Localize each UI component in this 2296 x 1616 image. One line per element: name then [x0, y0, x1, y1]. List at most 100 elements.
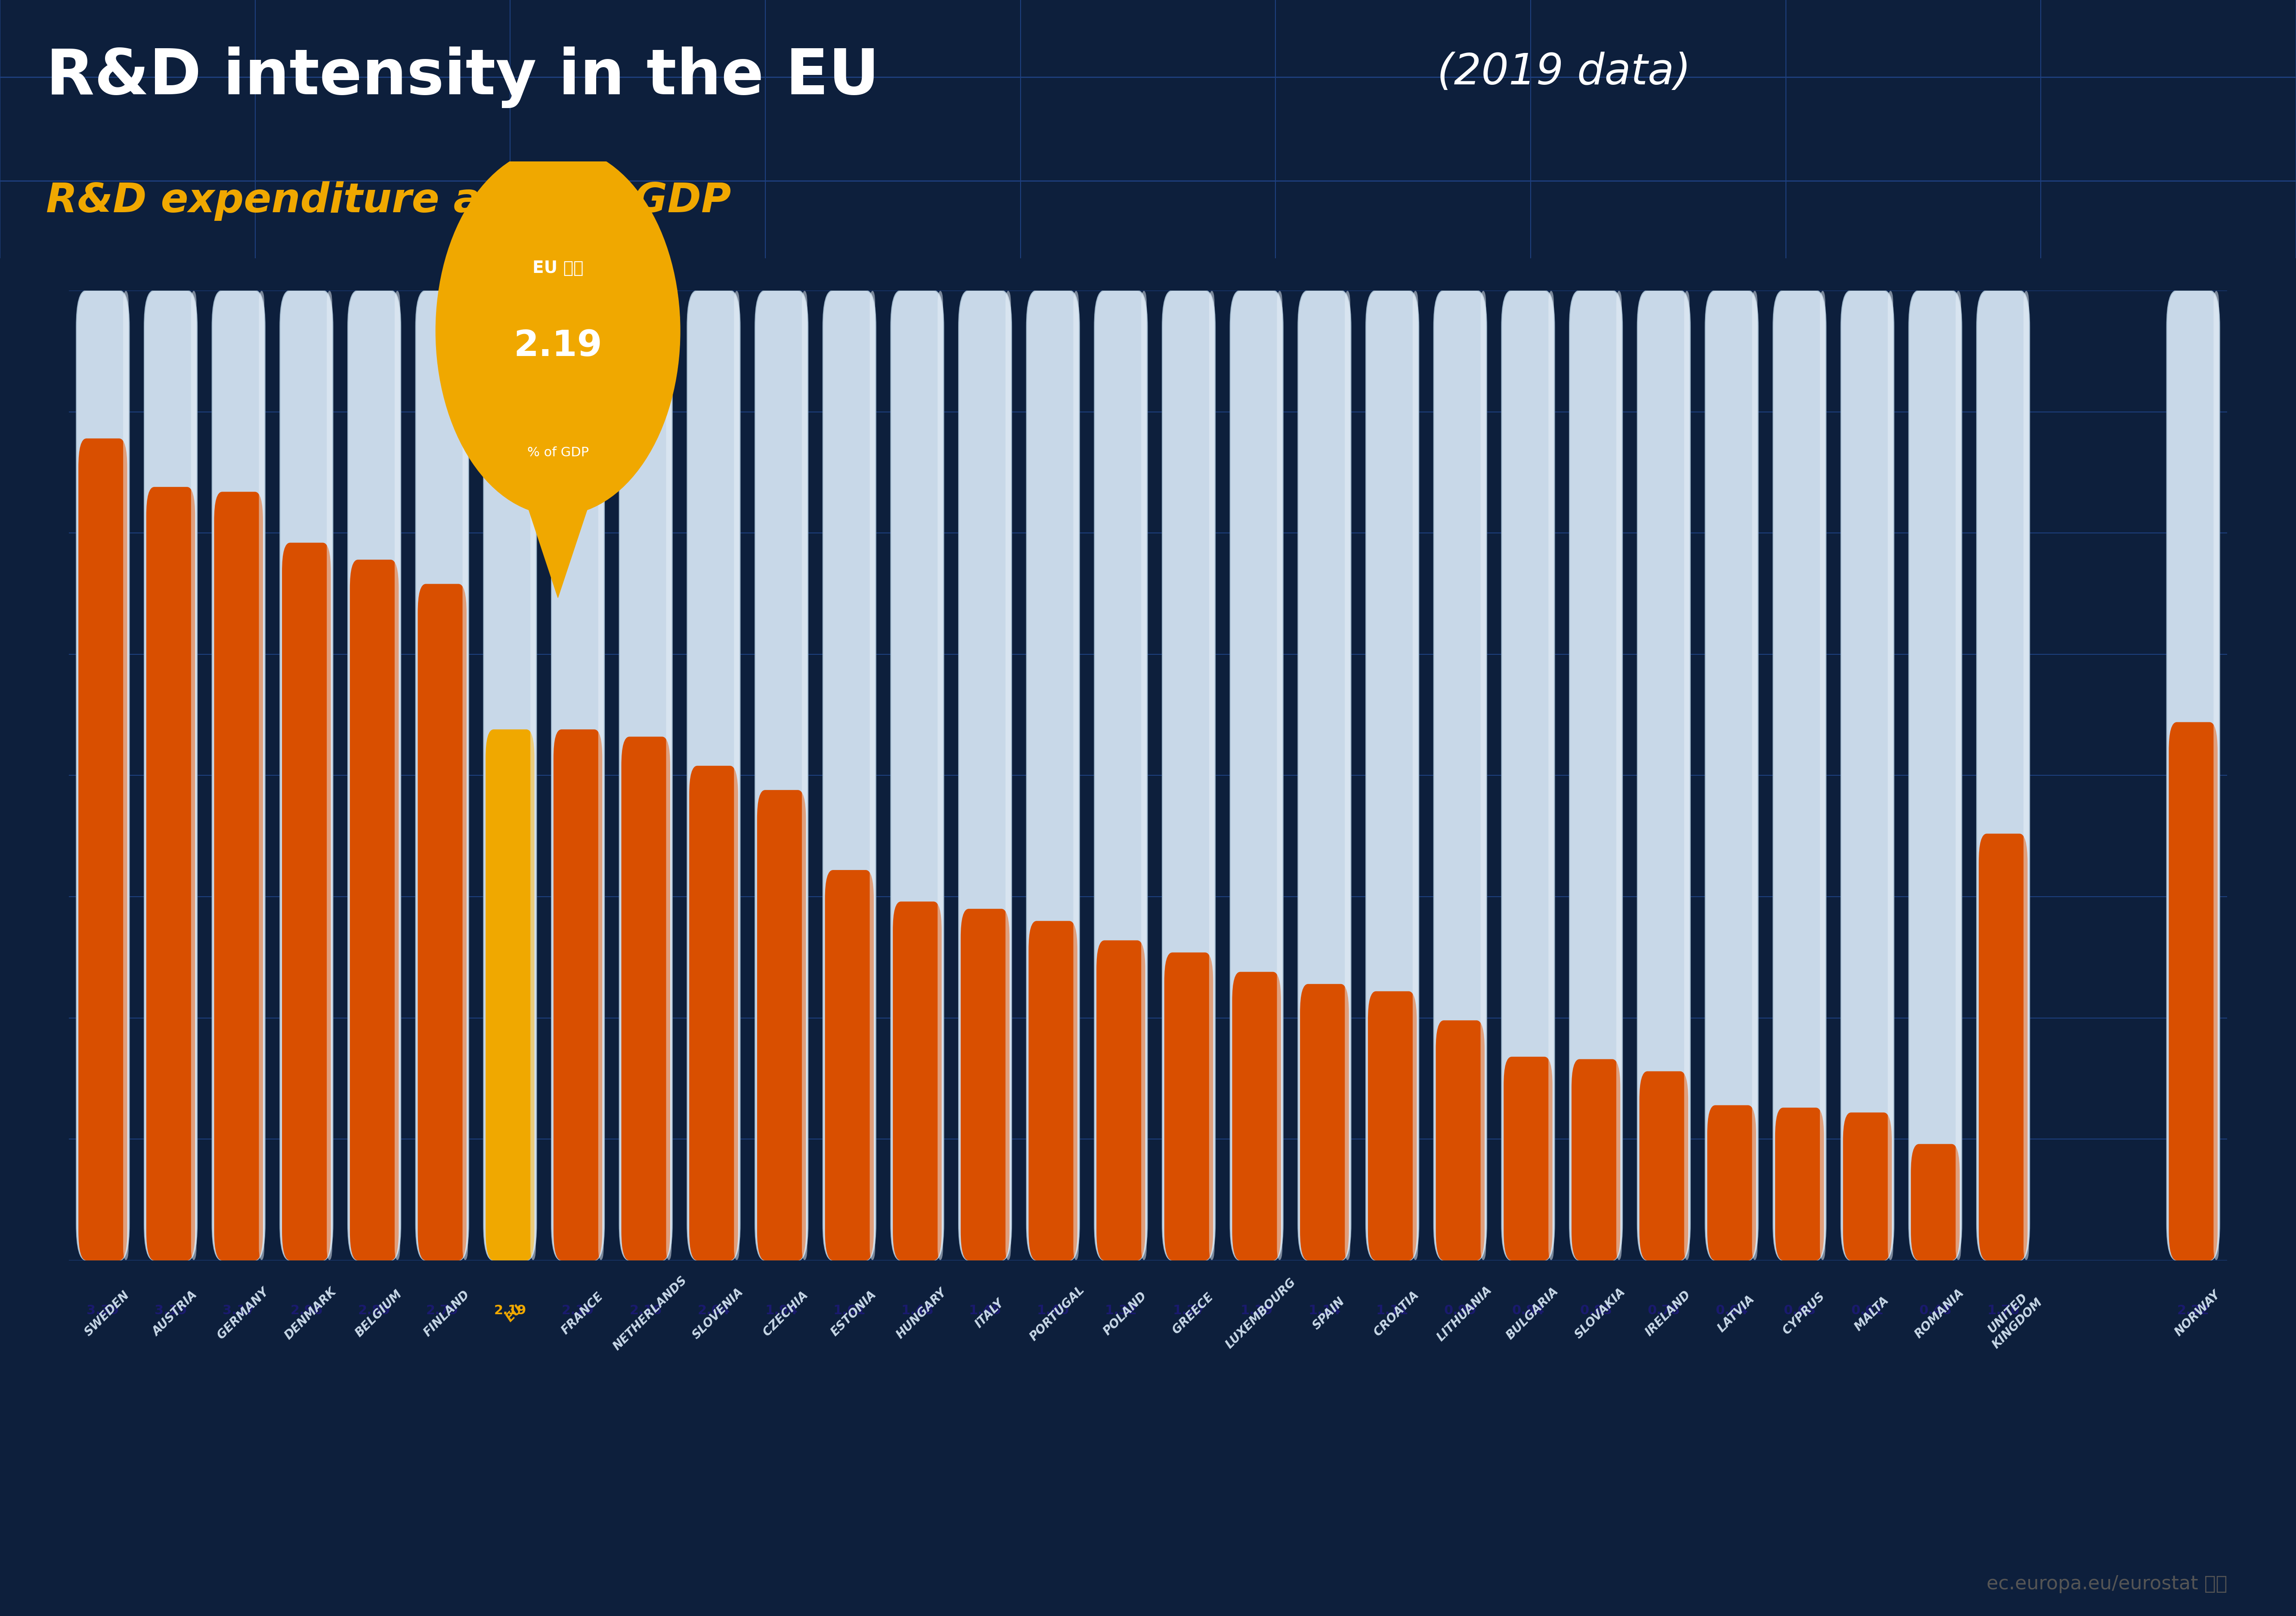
FancyBboxPatch shape	[1504, 1057, 1552, 1260]
FancyBboxPatch shape	[1435, 1021, 1486, 1260]
FancyBboxPatch shape	[1977, 291, 2030, 1260]
FancyBboxPatch shape	[1277, 291, 1283, 1260]
FancyBboxPatch shape	[1210, 291, 1215, 1260]
FancyBboxPatch shape	[1548, 291, 1554, 1260]
FancyBboxPatch shape	[530, 291, 535, 1260]
FancyBboxPatch shape	[937, 291, 944, 1260]
FancyBboxPatch shape	[1908, 291, 1961, 1260]
Text: 2.19: 2.19	[563, 1304, 595, 1317]
FancyBboxPatch shape	[1841, 291, 1894, 1260]
FancyBboxPatch shape	[1095, 291, 1148, 1260]
Text: LATVIA: LATVIA	[1715, 1293, 1756, 1335]
FancyBboxPatch shape	[214, 491, 264, 1260]
Text: 2.19: 2.19	[494, 1304, 526, 1317]
FancyBboxPatch shape	[282, 543, 331, 1260]
Text: 3.39: 3.39	[87, 1304, 119, 1317]
Text: FRANCE: FRANCE	[558, 1290, 606, 1336]
FancyBboxPatch shape	[78, 438, 126, 1260]
Text: IRELAND: IRELAND	[1644, 1288, 1692, 1338]
Text: 1.40: 1.40	[1038, 1304, 1070, 1317]
Circle shape	[436, 147, 680, 516]
Text: UNITED
KINGDOM: UNITED KINGDOM	[1979, 1286, 2046, 1351]
Text: 3.17: 3.17	[223, 1304, 255, 1317]
FancyBboxPatch shape	[666, 291, 670, 1260]
Text: POLAND: POLAND	[1102, 1290, 1148, 1336]
FancyBboxPatch shape	[735, 291, 739, 1260]
FancyBboxPatch shape	[1345, 291, 1350, 1260]
FancyBboxPatch shape	[418, 585, 466, 1260]
FancyBboxPatch shape	[1956, 291, 1961, 1260]
FancyBboxPatch shape	[599, 291, 604, 1260]
Text: ESTONIA: ESTONIA	[829, 1288, 879, 1338]
FancyBboxPatch shape	[2170, 722, 2218, 1260]
Text: % of GDP: % of GDP	[528, 446, 588, 459]
Text: 0.78: 0.78	[1649, 1304, 1681, 1317]
FancyBboxPatch shape	[461, 291, 468, 1260]
FancyBboxPatch shape	[1502, 291, 1554, 1260]
FancyBboxPatch shape	[280, 291, 333, 1260]
Text: DENMARK: DENMARK	[282, 1285, 340, 1341]
FancyBboxPatch shape	[1570, 291, 1623, 1260]
FancyBboxPatch shape	[1026, 291, 1079, 1260]
FancyBboxPatch shape	[1162, 291, 1215, 1260]
Text: MALTA: MALTA	[1853, 1294, 1892, 1333]
Text: CROATIA: CROATIA	[1371, 1288, 1421, 1338]
Text: 2.79: 2.79	[427, 1304, 459, 1317]
Polygon shape	[526, 501, 590, 598]
FancyBboxPatch shape	[1412, 291, 1419, 1260]
Text: CZECHIA: CZECHIA	[760, 1288, 810, 1338]
FancyBboxPatch shape	[620, 291, 673, 1260]
FancyBboxPatch shape	[870, 291, 875, 1260]
Text: 1.94: 1.94	[765, 1304, 797, 1317]
FancyBboxPatch shape	[1297, 291, 1350, 1260]
Text: (2019 data): (2019 data)	[1424, 52, 1690, 94]
Text: 3.19: 3.19	[154, 1304, 186, 1317]
FancyBboxPatch shape	[484, 730, 535, 1260]
Text: LUXEMBOURG: LUXEMBOURG	[1224, 1275, 1297, 1351]
FancyBboxPatch shape	[824, 869, 875, 1260]
Text: R&D intensity in the EU: R&D intensity in the EU	[46, 47, 879, 108]
Text: PORTUGAL: PORTUGAL	[1029, 1283, 1086, 1343]
FancyBboxPatch shape	[124, 291, 129, 1260]
FancyBboxPatch shape	[191, 291, 197, 1260]
FancyBboxPatch shape	[758, 790, 806, 1260]
Text: 2.04: 2.04	[698, 1304, 730, 1317]
Text: BULGARIA: BULGARIA	[1504, 1285, 1561, 1341]
Text: 2.89: 2.89	[358, 1304, 390, 1317]
Text: AUSTRIA: AUSTRIA	[149, 1288, 200, 1338]
Text: BELGIUM: BELGIUM	[354, 1288, 404, 1340]
FancyBboxPatch shape	[622, 737, 670, 1260]
Text: ec.europa.eu/eurostat 🇪🇺: ec.europa.eu/eurostat 🇪🇺	[1986, 1574, 2227, 1593]
Text: EU: EU	[503, 1302, 526, 1324]
FancyBboxPatch shape	[1233, 971, 1281, 1260]
Text: SWEDEN: SWEDEN	[83, 1288, 131, 1338]
FancyBboxPatch shape	[147, 488, 195, 1260]
FancyBboxPatch shape	[1029, 921, 1077, 1260]
FancyBboxPatch shape	[1844, 1112, 1892, 1260]
Text: HUNGARY: HUNGARY	[893, 1286, 948, 1341]
Text: SPAIN: SPAIN	[1311, 1294, 1348, 1332]
FancyBboxPatch shape	[1821, 291, 1825, 1260]
Text: NETHERLANDS: NETHERLANDS	[611, 1273, 689, 1353]
FancyBboxPatch shape	[801, 291, 808, 1260]
FancyBboxPatch shape	[1231, 291, 1283, 1260]
FancyBboxPatch shape	[349, 559, 400, 1260]
Text: FINLAND: FINLAND	[420, 1288, 471, 1338]
FancyBboxPatch shape	[1368, 991, 1417, 1260]
Text: 0.63: 0.63	[1784, 1304, 1816, 1317]
Text: R&D expenditure as % of GDP: R&D expenditure as % of GDP	[46, 181, 730, 221]
Text: EU 🇪🇺: EU 🇪🇺	[533, 260, 583, 276]
FancyBboxPatch shape	[1006, 291, 1010, 1260]
FancyBboxPatch shape	[1910, 1144, 1961, 1260]
FancyBboxPatch shape	[893, 902, 941, 1260]
FancyBboxPatch shape	[1164, 953, 1212, 1260]
FancyBboxPatch shape	[822, 291, 875, 1260]
FancyBboxPatch shape	[1979, 834, 2027, 1260]
FancyBboxPatch shape	[1887, 291, 1894, 1260]
Text: 1.32: 1.32	[1104, 1304, 1137, 1317]
Text: SLOVENIA: SLOVENIA	[691, 1285, 746, 1341]
FancyBboxPatch shape	[1481, 291, 1486, 1260]
Text: ITALY: ITALY	[974, 1296, 1006, 1330]
FancyBboxPatch shape	[1141, 291, 1146, 1260]
FancyBboxPatch shape	[1685, 291, 1690, 1260]
